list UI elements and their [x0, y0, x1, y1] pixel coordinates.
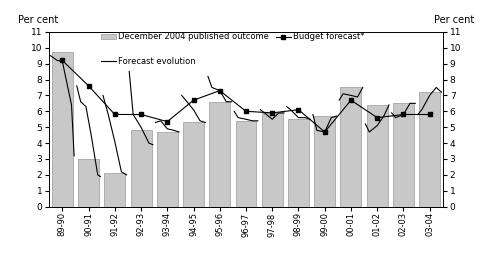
Bar: [183, 122, 204, 207]
Bar: [288, 119, 309, 207]
Bar: [367, 105, 388, 207]
Bar: [130, 130, 152, 207]
Bar: [209, 102, 230, 207]
Bar: [157, 132, 178, 207]
Bar: [236, 121, 256, 207]
Bar: [419, 92, 440, 207]
Bar: [262, 113, 283, 207]
Legend: Forecast evolution: Forecast evolution: [100, 57, 196, 66]
Text: Per cent: Per cent: [18, 15, 58, 25]
Bar: [340, 87, 362, 207]
Bar: [52, 52, 73, 207]
Bar: [393, 103, 414, 207]
Bar: [104, 173, 125, 207]
Text: Per cent: Per cent: [434, 15, 474, 25]
Bar: [314, 116, 335, 207]
Bar: [78, 159, 99, 207]
